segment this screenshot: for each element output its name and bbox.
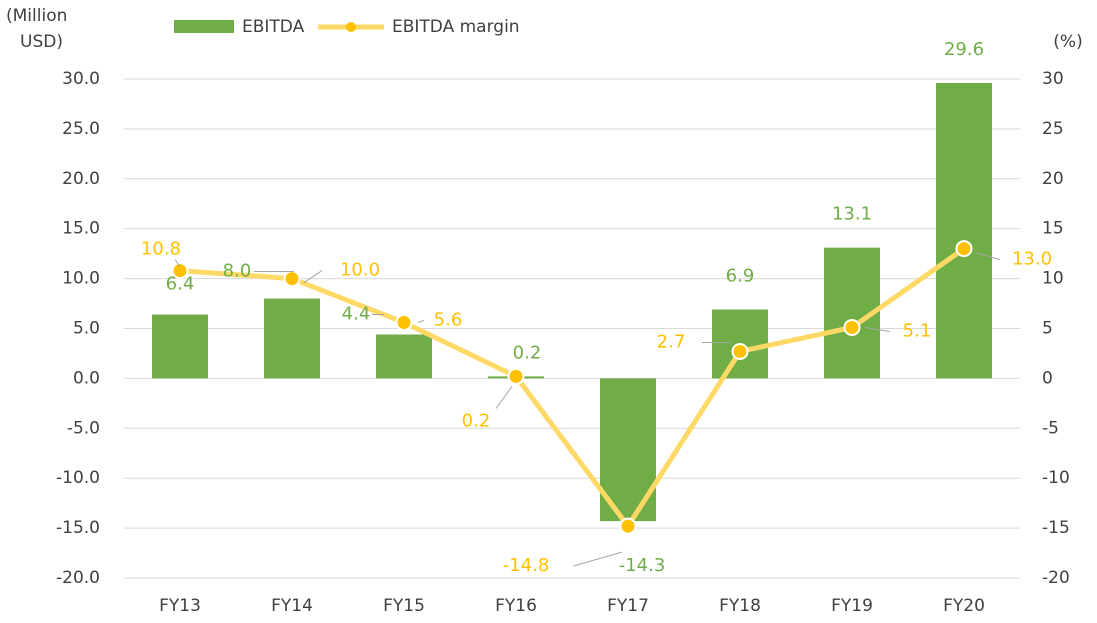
y-tick-label: 15.0	[62, 219, 100, 239]
y-tick-label: 10.0	[62, 269, 100, 289]
y2-axis-title: (%)	[1053, 32, 1082, 52]
y2-tick-label: 5	[1042, 319, 1053, 339]
y-axis-title: USD)	[20, 32, 63, 52]
y-axis-title: (Million	[6, 6, 67, 26]
y2-tick-label: -5	[1042, 418, 1059, 438]
data-label: 29.6	[944, 39, 984, 60]
marker	[507, 367, 525, 385]
marker	[955, 240, 973, 258]
marker	[619, 517, 637, 535]
data-label: 10.8	[141, 239, 181, 260]
x-tick-label: FY18	[719, 596, 761, 616]
marker	[283, 270, 301, 288]
data-label: 2.7	[657, 331, 686, 352]
y2-tick-label: 25	[1042, 119, 1064, 139]
legend-label: EBITDA	[242, 17, 305, 37]
data-label: 13.0	[1012, 249, 1052, 270]
y2-tick-label: -15	[1042, 518, 1070, 538]
marker	[395, 314, 413, 332]
leader-line	[572, 551, 623, 567]
y-tick-label: 25.0	[62, 119, 100, 139]
x-tick-label: FY15	[383, 596, 425, 616]
data-label: 0.2	[462, 410, 491, 431]
x-tick-label: FY16	[495, 596, 537, 616]
leader-line	[174, 259, 181, 267]
y2-tick-label: 20	[1042, 169, 1064, 189]
y-tick-label: -10.0	[56, 468, 100, 488]
data-label: 5.1	[903, 321, 932, 342]
legend-label: EBITDA margin	[392, 17, 520, 37]
y2-tick-label: -20	[1042, 568, 1070, 588]
y2-tick-label: 0	[1042, 368, 1053, 388]
data-label: 4.4	[342, 303, 371, 324]
leader-line	[417, 320, 425, 323]
bar	[152, 314, 208, 379]
data-label: 6.9	[726, 266, 755, 287]
y-tick-label: -5.0	[67, 418, 100, 438]
y2-tick-label: 15	[1042, 219, 1064, 239]
line	[179, 246, 966, 529]
legend-swatch	[174, 20, 234, 33]
data-label: 13.1	[832, 204, 872, 225]
y-tick-label: 20.0	[62, 169, 100, 189]
bar	[936, 82, 992, 379]
leader-line	[303, 270, 323, 284]
y2-tick-label: 30	[1042, 69, 1064, 89]
x-tick-label: FY17	[607, 596, 649, 616]
y2-tick-label: -10	[1042, 468, 1070, 488]
y-tick-label: 5.0	[73, 319, 100, 339]
legend-swatch	[346, 22, 356, 32]
x-tick-label: FY19	[831, 596, 873, 616]
y-tick-label: -20.0	[56, 568, 100, 588]
data-label: 0.2	[513, 342, 542, 363]
x-tick-label: FY20	[943, 596, 985, 616]
y2-tick-label: 10	[1042, 269, 1064, 289]
leader-line	[495, 386, 513, 409]
data-label: -14.3	[619, 555, 666, 576]
y-tick-label: 0.0	[73, 368, 100, 388]
data-label: 10.0	[340, 260, 380, 281]
leader-line	[863, 327, 891, 332]
bar	[264, 298, 320, 379]
y-tick-label: 30.0	[62, 69, 100, 89]
data-label: -14.8	[503, 555, 550, 576]
marker	[843, 319, 861, 337]
x-tick-label: FY14	[271, 596, 313, 616]
data-label: 8.0	[223, 261, 252, 282]
marker	[731, 342, 749, 360]
data-label: 6.4	[166, 274, 195, 295]
x-tick-label: FY13	[159, 596, 201, 616]
marker	[171, 262, 189, 280]
y-tick-label: -15.0	[56, 518, 100, 538]
bar	[376, 334, 432, 379]
data-label: 5.6	[434, 310, 463, 331]
leader-line	[975, 252, 1001, 261]
